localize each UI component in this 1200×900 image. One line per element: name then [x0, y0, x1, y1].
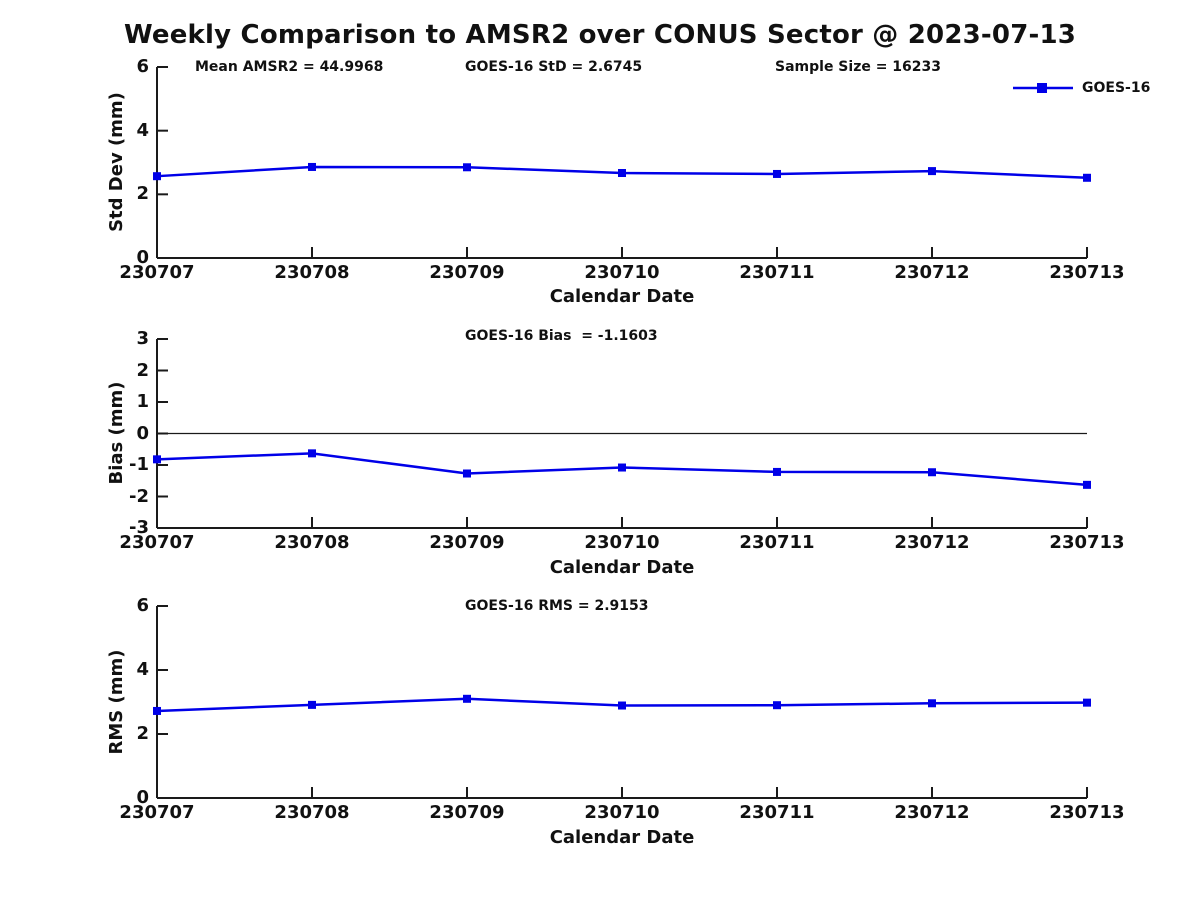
data-point-marker — [308, 162, 316, 171]
data-point-marker — [928, 167, 936, 176]
data-point-marker — [928, 699, 936, 708]
data-point-marker — [153, 455, 161, 464]
y-tick-label: 2 — [136, 183, 149, 205]
data-point-marker — [618, 701, 626, 710]
x-tick-label: 230713 — [1049, 262, 1125, 283]
y-tick-label: -2 — [129, 485, 149, 507]
x-tick-label: 230709 — [429, 802, 505, 823]
y-axis-label-rms: RMS (mm) — [106, 649, 127, 755]
y-tick-label: -3 — [129, 517, 149, 538]
x-tick-label: 230709 — [429, 532, 505, 553]
y-tick-label: 2 — [136, 359, 149, 381]
figure-title: Weekly Comparison to AMSR2 over CONUS Se… — [123, 20, 1077, 50]
annotation-sample-size: Sample Size = 16233 — [775, 59, 942, 75]
data-point-marker — [773, 467, 781, 476]
data-point-marker — [618, 169, 626, 178]
data-point-marker — [1083, 480, 1091, 489]
x-tick-label: 230708 — [274, 262, 350, 283]
annotation-goes16-bias: GOES-16 Bias = -1.1603 — [465, 328, 658, 344]
annotation-goes16-std: GOES-16 StD = 2.6745 — [465, 59, 643, 75]
y-axis-label-std-dev: Std Dev (mm) — [106, 92, 127, 232]
data-point-marker — [153, 172, 161, 181]
x-axis-label-panel1: Calendar Date — [549, 286, 695, 307]
data-point-marker — [153, 706, 161, 715]
x-axis-label-panel3: Calendar Date — [549, 827, 695, 848]
data-point-marker — [463, 163, 471, 172]
data-point-marker — [308, 449, 316, 458]
x-tick-label: 230707 — [119, 802, 195, 823]
y-tick-label: 6 — [136, 56, 149, 77]
x-tick-label: 230713 — [1049, 802, 1125, 823]
x-tick-label: 230712 — [894, 532, 970, 553]
data-point-marker — [1083, 698, 1091, 707]
y-tick-label: 0 — [136, 247, 149, 268]
x-tick-label: 230707 — [119, 532, 195, 553]
y-tick-label: 6 — [136, 595, 149, 616]
annotation-mean-amsr2: Mean AMSR2 = 44.9968 — [195, 59, 384, 75]
y-tick-label: -1 — [129, 454, 149, 475]
x-tick-label: 230712 — [894, 802, 970, 823]
x-tick-label: 230710 — [584, 262, 660, 283]
data-point-marker — [1083, 173, 1091, 182]
x-tick-label: 230708 — [274, 802, 350, 823]
x-tick-label: 230712 — [894, 262, 970, 283]
data-point-marker — [463, 694, 471, 703]
legend-series-label: GOES-16 — [1082, 80, 1151, 96]
data-point-marker — [618, 463, 626, 472]
data-point-marker — [308, 700, 316, 709]
legend-line-marker-icon — [1013, 83, 1073, 93]
legend: GOES-16 — [1012, 80, 1150, 96]
x-axis-label-panel2: Calendar Date — [549, 557, 695, 578]
data-point-marker — [773, 169, 781, 178]
panel-std-dev — [153, 66, 1091, 259]
y-tick-label: 0 — [136, 422, 149, 444]
panel-bias — [153, 338, 1091, 529]
x-tick-label: 230713 — [1049, 532, 1125, 553]
y-tick-label: 3 — [136, 328, 149, 349]
x-tick-label: 230711 — [739, 262, 815, 283]
y-tick-label: 1 — [136, 391, 149, 412]
x-tick-label: 230707 — [119, 262, 195, 283]
data-point-marker — [773, 701, 781, 710]
y-tick-label: 2 — [136, 723, 149, 744]
x-tick-label: 230711 — [739, 802, 815, 823]
data-point-marker — [928, 468, 936, 477]
annotation-goes16-rms: GOES-16 RMS = 2.9153 — [465, 598, 649, 614]
x-tick-label: 230711 — [739, 532, 815, 553]
x-tick-label: 230709 — [429, 262, 505, 283]
y-tick-label: 4 — [136, 659, 149, 680]
data-point-marker — [463, 469, 471, 478]
panel-rms — [153, 605, 1091, 799]
y-tick-label: 0 — [136, 787, 149, 808]
x-tick-label: 230708 — [274, 532, 350, 553]
x-tick-label: 230710 — [584, 802, 660, 823]
x-tick-label: 230710 — [584, 532, 660, 553]
y-tick-label: 4 — [136, 119, 149, 141]
